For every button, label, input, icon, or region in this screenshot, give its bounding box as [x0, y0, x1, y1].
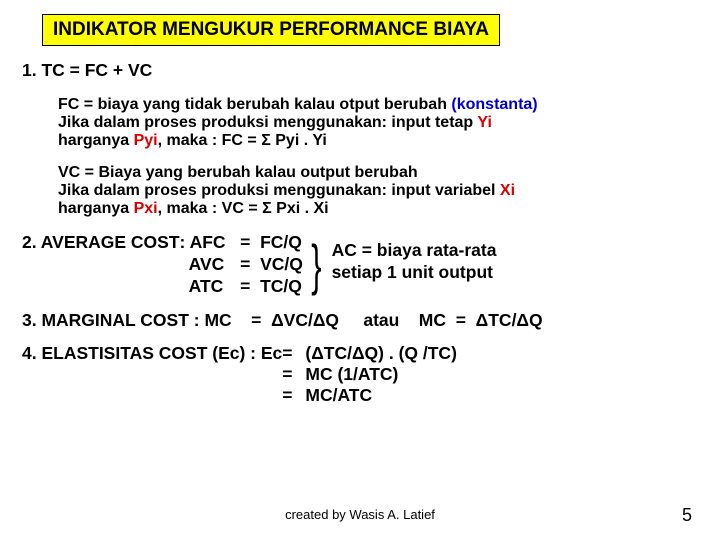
- ac-note-line1: AC = biaya rata-rata: [332, 240, 497, 260]
- ec-lead: 4. ELASTISITAS COST (Ec) : Ec: [22, 343, 282, 406]
- mc-lead: 3. MARGINAL COST : MC =: [22, 310, 271, 331]
- ec-eq-col: = = =: [282, 343, 297, 406]
- fc-yi: Yi: [477, 114, 492, 131]
- ac-note-line2: setiap 1 unit output: [332, 262, 493, 282]
- item-1-tc: 1. TC = FC + VC: [22, 60, 702, 82]
- avg-col-values: FC/QVC/QTC/Q: [260, 232, 303, 298]
- fc-line3c: , maka : FC = Σ Pyi . Yi: [158, 132, 327, 149]
- mc-tail: MC = ΔTC/ΔQ: [419, 310, 543, 331]
- vc-pxi: Pxi: [134, 200, 158, 217]
- vc-xi: Xi: [500, 182, 515, 199]
- vc-line3c: , maka : VC = Σ Pxi . Xi: [158, 200, 329, 217]
- mc-value: ΔVC/ΔQ: [271, 310, 339, 331]
- avg-lead: 2. AVERAGE COST: [22, 232, 180, 254]
- page-number: 5: [682, 505, 692, 526]
- fc-line2a: Jika dalam proses produksi menggunakan: …: [58, 114, 477, 131]
- fc-konstanta: (konstanta): [451, 96, 537, 113]
- fc-line3a: harganya: [58, 132, 134, 149]
- ec-val-col: (ΔTC/ΔQ) . (Q /TC)MC (1/ATC)MC/ATC: [297, 343, 457, 406]
- curly-brace-icon: }: [311, 237, 321, 293]
- ac-note: AC = biaya rata-rata setiap 1 unit outpu…: [330, 232, 497, 284]
- vc-line3a: harganya: [58, 200, 134, 217]
- vc-definition: VC = Biaya yang berubah kalau output ber…: [58, 164, 702, 218]
- fc-definition: FC = biaya yang tidak berubah kalau otpu…: [58, 96, 702, 150]
- footer-author: created by Wasis A. Latief: [0, 507, 720, 522]
- item-4-elastisitas-cost: 4. ELASTISITAS COST (Ec) : Ec = = = (ΔTC…: [22, 343, 702, 406]
- avg-col-labels: : AFC AVC ATC: [180, 232, 226, 298]
- item-2-average-cost: 2. AVERAGE COST : AFC AVC ATC = = = FC/Q…: [22, 232, 702, 298]
- item-3-marginal-cost: 3. MARGINAL COST : MC = ΔVC/ΔQ atau MC =…: [22, 310, 702, 331]
- mc-atau: atau: [339, 310, 419, 331]
- slide-title: INDIKATOR MENGUKUR PERFORMANCE BIAYA: [42, 14, 500, 46]
- fc-pyi: Pyi: [134, 132, 158, 149]
- vc-line2a: Jika dalam proses produksi menggunakan: …: [58, 182, 500, 199]
- fc-line1a: FC = biaya yang tidak berubah kalau otpu…: [58, 96, 451, 113]
- avg-col-eq: = = =: [226, 232, 261, 298]
- vc-line1: VC = Biaya yang berubah kalau output ber…: [58, 164, 418, 181]
